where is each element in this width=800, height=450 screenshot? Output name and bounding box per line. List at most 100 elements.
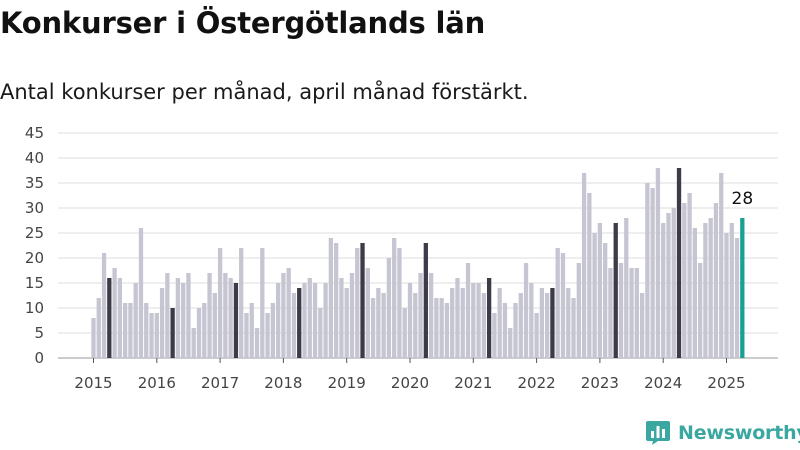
bar [460, 288, 465, 358]
bar [465, 263, 471, 358]
bar [497, 288, 502, 358]
bar [254, 328, 260, 358]
y-tick-label: 15 [25, 274, 44, 292]
bar [682, 203, 687, 358]
bar-april [676, 168, 682, 358]
bar [687, 193, 692, 358]
bar [428, 273, 434, 358]
x-tick-label: 2022 [518, 374, 556, 392]
bar [165, 273, 170, 358]
x-tick-label: 2016 [138, 374, 176, 392]
x-tick-label: 2023 [581, 374, 619, 392]
bar [207, 273, 212, 358]
bar [407, 283, 413, 358]
bar [339, 278, 344, 358]
bar [159, 288, 165, 358]
bar-latest [740, 218, 745, 358]
bar [275, 283, 281, 358]
bar [729, 223, 734, 358]
bar [123, 303, 128, 358]
bar [455, 278, 460, 358]
bar [513, 303, 518, 358]
bar [671, 208, 676, 358]
bar [260, 248, 265, 358]
bar-april [423, 243, 428, 358]
x-tick-label: 2017 [201, 374, 239, 392]
bar [629, 268, 634, 358]
bar [281, 273, 286, 358]
bar [302, 283, 307, 358]
newsworthy-logo: Newsworthy [645, 420, 800, 446]
bar [112, 268, 117, 358]
bar [645, 183, 650, 358]
bar [413, 293, 418, 358]
bar [386, 258, 392, 358]
bar [418, 273, 423, 358]
bar [181, 283, 186, 358]
bar [349, 273, 355, 358]
bar [529, 283, 534, 358]
bar [534, 313, 539, 358]
bar [370, 298, 376, 358]
bar [96, 298, 101, 358]
bar [91, 318, 96, 358]
bar [661, 223, 666, 358]
bar [402, 308, 407, 358]
bar [639, 293, 645, 358]
x-tick-label: 2019 [328, 374, 366, 392]
bar [650, 188, 655, 358]
bar [355, 248, 360, 358]
bar-april [550, 288, 555, 358]
chart-subtitle: Antal konkurser per månad, april månad f… [0, 80, 529, 104]
x-tick-label: 2025 [707, 374, 745, 392]
bar [566, 288, 571, 358]
bar-april [360, 243, 365, 358]
bar [249, 303, 254, 358]
bar [713, 203, 719, 358]
bar [708, 218, 713, 358]
bar [624, 218, 629, 358]
bar [476, 283, 481, 358]
y-tick-label: 5 [34, 324, 44, 342]
bar [587, 193, 592, 358]
y-tick-label: 45 [25, 124, 44, 142]
bar [471, 283, 476, 358]
bar [576, 263, 581, 358]
bar [724, 233, 729, 358]
bar [555, 248, 560, 358]
bar [523, 263, 529, 358]
bar [270, 303, 275, 358]
bar [734, 238, 740, 358]
bar [344, 288, 349, 358]
bar [191, 328, 196, 358]
bar [719, 173, 724, 358]
y-tick-label: 25 [25, 224, 44, 242]
bar [397, 248, 402, 358]
bar [545, 293, 550, 358]
bar [697, 263, 703, 358]
bar [692, 228, 697, 358]
bar [149, 313, 154, 358]
y-tick-label: 30 [25, 199, 44, 217]
bar [560, 253, 566, 358]
bar [392, 238, 397, 358]
bar [117, 278, 123, 358]
bar [571, 298, 576, 358]
bar [265, 313, 270, 358]
bar-april [233, 283, 239, 358]
bar [307, 278, 312, 358]
bar [502, 303, 508, 358]
bar [481, 293, 486, 358]
bar [634, 268, 639, 358]
bar [244, 313, 249, 358]
bar [154, 313, 159, 358]
bar [539, 288, 545, 358]
bar [186, 273, 191, 358]
y-tick-label: 0 [34, 349, 44, 367]
bar [581, 173, 587, 358]
y-tick-label: 20 [25, 249, 44, 267]
bar [323, 283, 328, 358]
bar [228, 278, 233, 358]
bar [365, 268, 370, 358]
bar [175, 278, 181, 358]
